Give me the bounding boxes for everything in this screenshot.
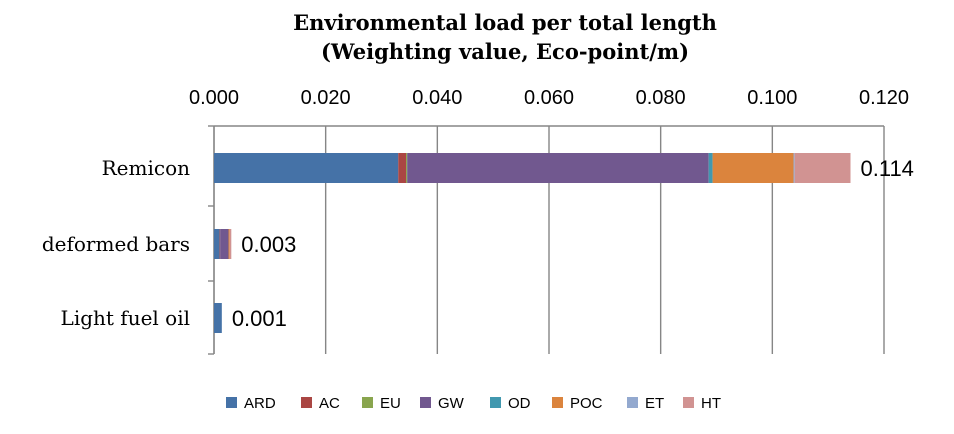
legend-label-gw: GW	[438, 395, 465, 412]
total-data-label: 0.001	[232, 306, 287, 331]
x-tick-label: 0.000	[189, 87, 239, 109]
x-tick-label: 0.020	[301, 87, 351, 109]
x-tick-label: 0.100	[747, 87, 797, 109]
bar-segment-ard	[214, 229, 220, 259]
category-label: Remicon	[102, 156, 190, 180]
legend-swatch-et	[627, 397, 638, 408]
chart-subtitle: (Weighting value, Eco-point/m)	[321, 39, 689, 64]
x-tick-label: 0.120	[859, 87, 909, 109]
category-labels: Remicon deformed bars Light fuel oil	[42, 156, 190, 330]
legend: ARD AC EU GW OD POC ET HT	[226, 395, 721, 412]
bar-segment-poc	[712, 153, 794, 183]
legend-swatch-gw	[420, 397, 431, 408]
legend-label-ac: AC	[319, 395, 340, 412]
legend-swatch-poc	[552, 397, 563, 408]
x-tick-label: 0.040	[412, 87, 462, 109]
bar-segment-gw	[220, 229, 229, 259]
legend-swatch-ht	[683, 397, 694, 408]
category-label: Light fuel oil	[61, 306, 190, 330]
bars	[214, 153, 851, 333]
bar-segment-et	[793, 153, 795, 183]
legend-swatch-od	[490, 397, 501, 408]
legend-swatch-eu	[362, 397, 373, 408]
bar-segment-ac	[219, 229, 221, 259]
bar-segment-ac	[398, 153, 407, 183]
total-data-label: 0.114	[861, 156, 914, 181]
category-label: deformed bars	[42, 232, 190, 256]
legend-swatch-ard	[226, 397, 237, 408]
bar-segment-eu	[406, 153, 408, 183]
x-axis-tick-labels: 0.000 0.020 0.040 0.060 0.080 0.100 0.120	[189, 87, 909, 109]
bar-segment-ard	[214, 303, 222, 333]
bar-segment-ht	[794, 153, 851, 183]
bar-segment-ht	[229, 229, 232, 259]
legend-label-et: ET	[645, 395, 664, 412]
total-data-labels: 0.114 0.003 0.001	[232, 156, 914, 331]
total-data-label: 0.003	[241, 232, 296, 257]
bar-segment-ard	[214, 153, 399, 183]
bar-segment-poc	[228, 229, 230, 259]
bar-segment-od	[708, 153, 713, 183]
chart-title: Environmental load per total length	[293, 10, 717, 35]
legend-label-poc: POC	[570, 395, 603, 412]
legend-label-ht: HT	[701, 395, 721, 412]
legend-label-ard: ARD	[244, 395, 276, 412]
x-tick-label: 0.060	[524, 87, 574, 109]
legend-label-eu: EU	[380, 395, 401, 412]
x-tick-label: 0.080	[636, 87, 686, 109]
legend-label-od: OD	[508, 395, 531, 412]
bar-segment-gw	[407, 153, 709, 183]
legend-swatch-ac	[301, 397, 312, 408]
